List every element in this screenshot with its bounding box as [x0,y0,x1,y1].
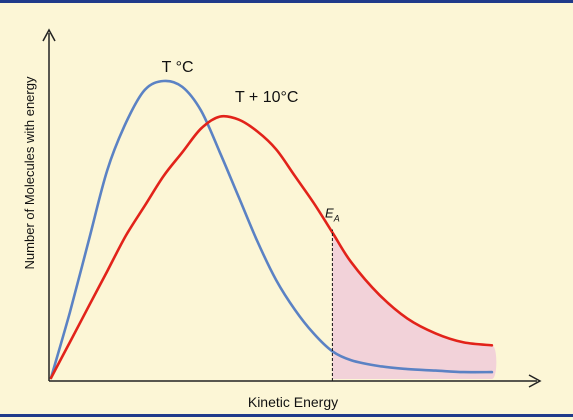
series-line-t [49,79,494,380]
series-label-t: T °C [162,59,194,76]
activation-energy-subscript: A [333,214,340,224]
y-axis-label: Number of Molecules with energy [22,76,37,269]
y-axis-arrow [42,28,56,42]
distribution-chart: Kinetic Energy Number of Molecules with … [22,28,542,410]
x-axis-arrow [528,374,542,388]
x-axis-label: Kinetic Energy [248,394,338,410]
activation-energy-symbol: E [325,206,334,221]
activation-energy-label: EA [325,206,340,224]
series-label-t-plus-10: T + 10°C [235,89,298,106]
shaded-area-above-activation-energy [332,232,497,379]
series-line-t-plus-10 [49,114,494,380]
